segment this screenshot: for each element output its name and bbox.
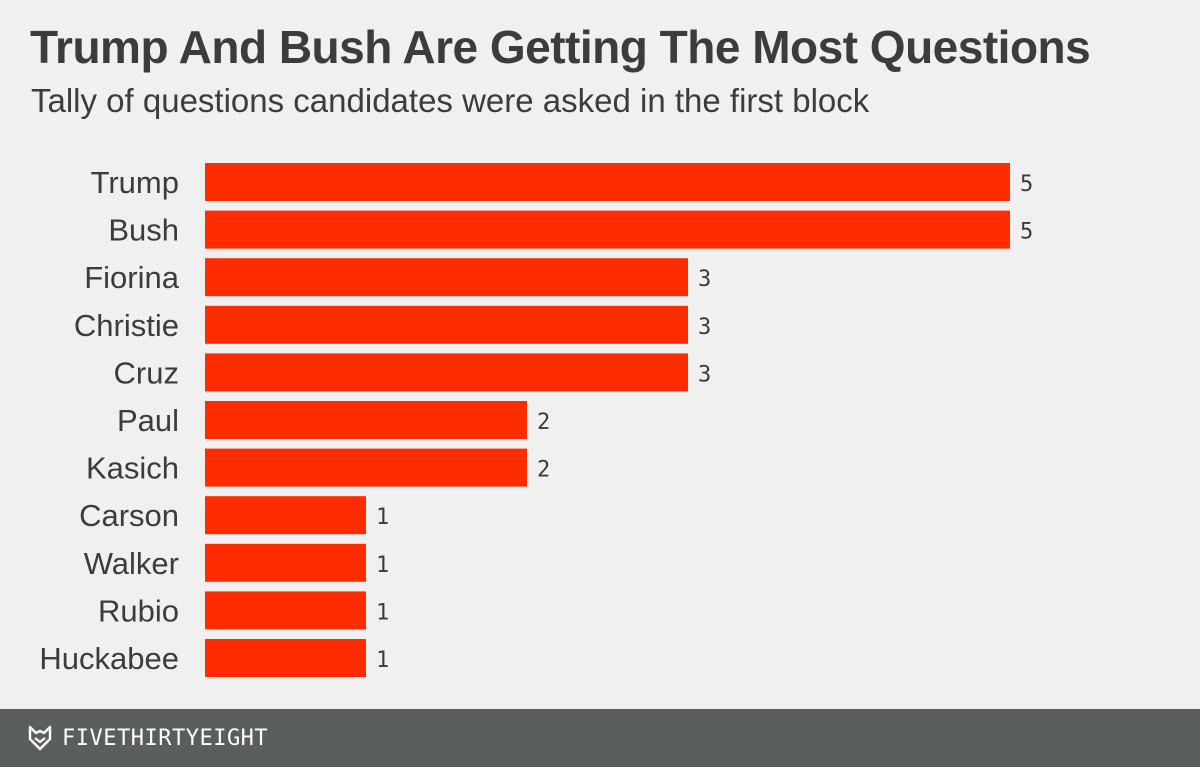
- value-label: 3: [698, 315, 711, 340]
- value-label: 2: [537, 410, 550, 435]
- bar-fiorina: [205, 258, 688, 297]
- fox-logo-icon: [28, 725, 52, 751]
- value-label: 1: [376, 648, 389, 673]
- category-label: Trump: [91, 165, 179, 200]
- chart-subtitle: Tally of questions candidates were asked…: [31, 82, 870, 119]
- bar-walker: [205, 543, 366, 582]
- category-label: Carson: [79, 498, 179, 533]
- category-label: Christie: [74, 308, 179, 343]
- category-label: Cruz: [114, 355, 179, 390]
- brand-name: FIVETHIRTYEIGHT: [62, 726, 269, 751]
- footer-bar: FIVETHIRTYEIGHT: [0, 709, 1200, 767]
- bar-christie: [205, 305, 688, 344]
- category-label: Kasich: [86, 451, 179, 486]
- value-label: 1: [376, 505, 389, 530]
- bar-trump: [205, 163, 1010, 201]
- value-label: 3: [698, 267, 711, 292]
- value-label: 5: [1020, 220, 1033, 245]
- bar-kasich: [205, 448, 527, 487]
- bar-rubio: [205, 591, 366, 630]
- bar-huckabee: [205, 639, 366, 677]
- category-label: Huckabee: [39, 641, 179, 676]
- category-label: Fiorina: [84, 260, 180, 295]
- bar-cruz: [205, 353, 688, 392]
- chart-title: Trump And Bush Are Getting The Most Ques…: [30, 21, 1091, 73]
- category-label: Walker: [84, 546, 179, 581]
- value-label: 3: [698, 362, 711, 387]
- value-label: 2: [537, 458, 550, 483]
- category-label: Rubio: [98, 593, 179, 628]
- category-label: Paul: [117, 403, 179, 438]
- bar-bush: [205, 210, 1010, 249]
- value-label: 1: [376, 553, 389, 578]
- bar-chart: Trump 5 Bush 5 Fiorina 3 Christie 3 Cruz 3 Paul 2 Ka…: [39, 163, 1033, 677]
- bar-carson: [205, 496, 366, 535]
- bar-paul: [205, 401, 527, 439]
- value-label: 1: [376, 600, 389, 625]
- category-label: Bush: [108, 213, 179, 248]
- value-label: 5: [1020, 172, 1033, 197]
